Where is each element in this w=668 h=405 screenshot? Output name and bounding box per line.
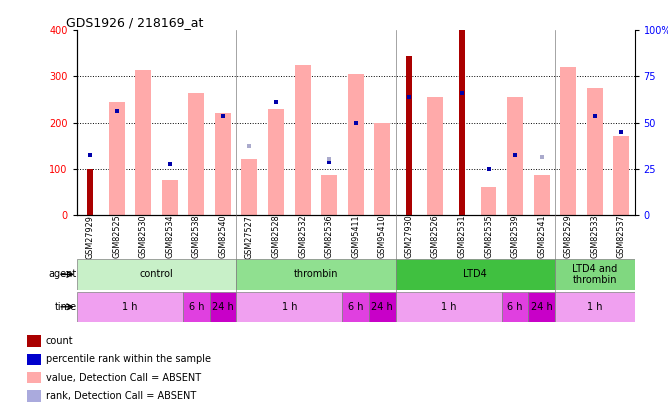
Text: 1 h: 1 h: [587, 302, 603, 312]
Text: GSM82531: GSM82531: [458, 215, 466, 258]
Bar: [555, 292, 635, 322]
Text: GSM95410: GSM95410: [378, 215, 387, 258]
Bar: [395, 292, 502, 322]
Text: rank, Detection Call = ABSENT: rank, Detection Call = ABSENT: [46, 391, 196, 401]
Text: 24 h: 24 h: [531, 302, 552, 312]
Text: 24 h: 24 h: [371, 302, 393, 312]
Bar: [183, 292, 210, 322]
Bar: [109, 102, 125, 215]
Bar: [534, 175, 550, 215]
Text: GSM82540: GSM82540: [218, 215, 227, 258]
Text: 6 h: 6 h: [188, 302, 204, 312]
Text: GSM82525: GSM82525: [112, 215, 121, 258]
Bar: [268, 109, 284, 215]
Text: LTD4 and
thrombin: LTD4 and thrombin: [572, 264, 617, 285]
Bar: [135, 70, 151, 215]
Text: GSM82537: GSM82537: [617, 215, 626, 258]
Bar: [295, 65, 311, 215]
Bar: [369, 292, 395, 322]
Text: 1 h: 1 h: [441, 302, 456, 312]
Text: agent: agent: [49, 269, 77, 279]
Bar: [27, 335, 41, 347]
Text: GSM82526: GSM82526: [431, 215, 440, 258]
Bar: [405, 56, 412, 215]
Text: GSM82539: GSM82539: [510, 215, 520, 258]
Bar: [188, 93, 204, 215]
Text: 1 h: 1 h: [122, 302, 138, 312]
Text: GSM82541: GSM82541: [537, 215, 546, 258]
Text: GSM82530: GSM82530: [139, 215, 148, 258]
Bar: [480, 187, 496, 215]
Bar: [77, 259, 236, 290]
Text: GSM82535: GSM82535: [484, 215, 493, 258]
Bar: [210, 292, 236, 322]
Bar: [236, 292, 343, 322]
Text: GSM82528: GSM82528: [271, 215, 281, 258]
Bar: [587, 88, 603, 215]
Text: GSM95411: GSM95411: [351, 215, 360, 258]
Text: LTD4: LTD4: [464, 269, 487, 279]
Text: percentile rank within the sample: percentile rank within the sample: [46, 354, 211, 364]
Bar: [374, 122, 390, 215]
Bar: [27, 390, 41, 402]
Bar: [215, 113, 231, 215]
Text: GSM82536: GSM82536: [325, 215, 333, 258]
Text: GSM27929: GSM27929: [86, 215, 95, 258]
Text: 1 h: 1 h: [281, 302, 297, 312]
Bar: [321, 175, 337, 215]
Text: GSM27930: GSM27930: [404, 215, 413, 258]
Bar: [343, 292, 369, 322]
Bar: [507, 97, 523, 215]
Bar: [27, 354, 41, 365]
Bar: [27, 372, 41, 384]
Text: GSM82532: GSM82532: [298, 215, 307, 258]
Bar: [555, 259, 635, 290]
Bar: [560, 67, 576, 215]
Bar: [87, 168, 94, 215]
Bar: [348, 74, 363, 215]
Bar: [613, 136, 629, 215]
Bar: [162, 180, 178, 215]
Bar: [528, 292, 555, 322]
Text: GSM82533: GSM82533: [591, 215, 599, 258]
Text: thrombin: thrombin: [294, 269, 338, 279]
Text: GSM82534: GSM82534: [165, 215, 174, 258]
Text: 24 h: 24 h: [212, 302, 234, 312]
Bar: [242, 160, 257, 215]
Text: GSM82538: GSM82538: [192, 215, 201, 258]
Text: GSM27527: GSM27527: [245, 215, 254, 258]
Bar: [502, 292, 528, 322]
Text: value, Detection Call = ABSENT: value, Detection Call = ABSENT: [46, 373, 201, 383]
Text: control: control: [140, 269, 174, 279]
Bar: [236, 259, 395, 290]
Text: 6 h: 6 h: [507, 302, 523, 312]
Bar: [428, 97, 444, 215]
Text: count: count: [46, 336, 73, 346]
Text: 6 h: 6 h: [348, 302, 363, 312]
Text: GDS1926 / 218169_at: GDS1926 / 218169_at: [65, 16, 203, 29]
Bar: [77, 292, 183, 322]
Bar: [395, 259, 555, 290]
Text: time: time: [55, 302, 77, 312]
Text: GSM82529: GSM82529: [564, 215, 572, 258]
Bar: [459, 30, 466, 215]
